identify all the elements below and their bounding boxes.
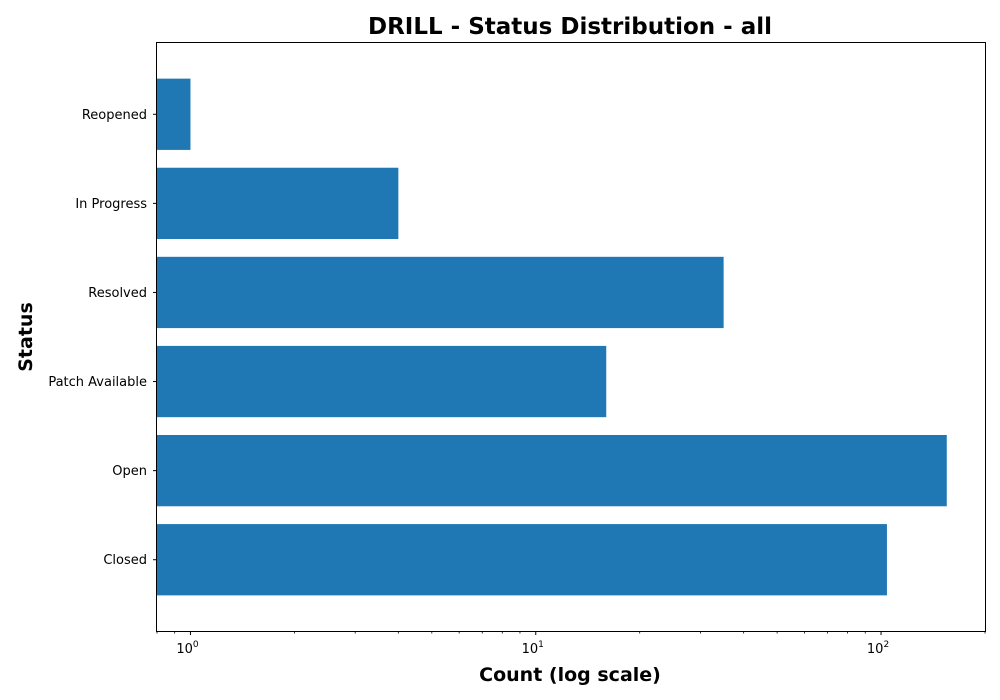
y-axis: Closed Open Patch Available Resolved In Prog…	[48, 108, 157, 568]
y-axis-label: Status	[15, 302, 37, 372]
x-tick-label: 102	[867, 640, 889, 657]
bar-closed	[157, 524, 887, 595]
y-tick-label: Closed	[103, 553, 147, 568]
bar-in-progress	[157, 168, 398, 239]
bar-resolved	[157, 257, 724, 328]
y-tick-label: In Progress	[75, 197, 147, 212]
bars-group	[157, 79, 947, 596]
bar-patch-available	[157, 346, 606, 417]
x-tick-label: 100	[176, 640, 199, 657]
y-tick-label: Resolved	[88, 286, 147, 301]
x-axis: 100 101 102	[157, 631, 985, 657]
y-tick-label: Reopened	[82, 108, 147, 123]
bar-reopened	[157, 79, 190, 150]
x-axis-label: Count (log scale)	[479, 664, 661, 686]
y-tick-label: Patch Available	[48, 375, 147, 390]
y-tick-label: Open	[112, 464, 147, 479]
x-tick-label: 101	[522, 640, 544, 657]
bar-open	[157, 435, 947, 506]
chart-title: DRILL - Status Distribution - all	[368, 14, 772, 40]
